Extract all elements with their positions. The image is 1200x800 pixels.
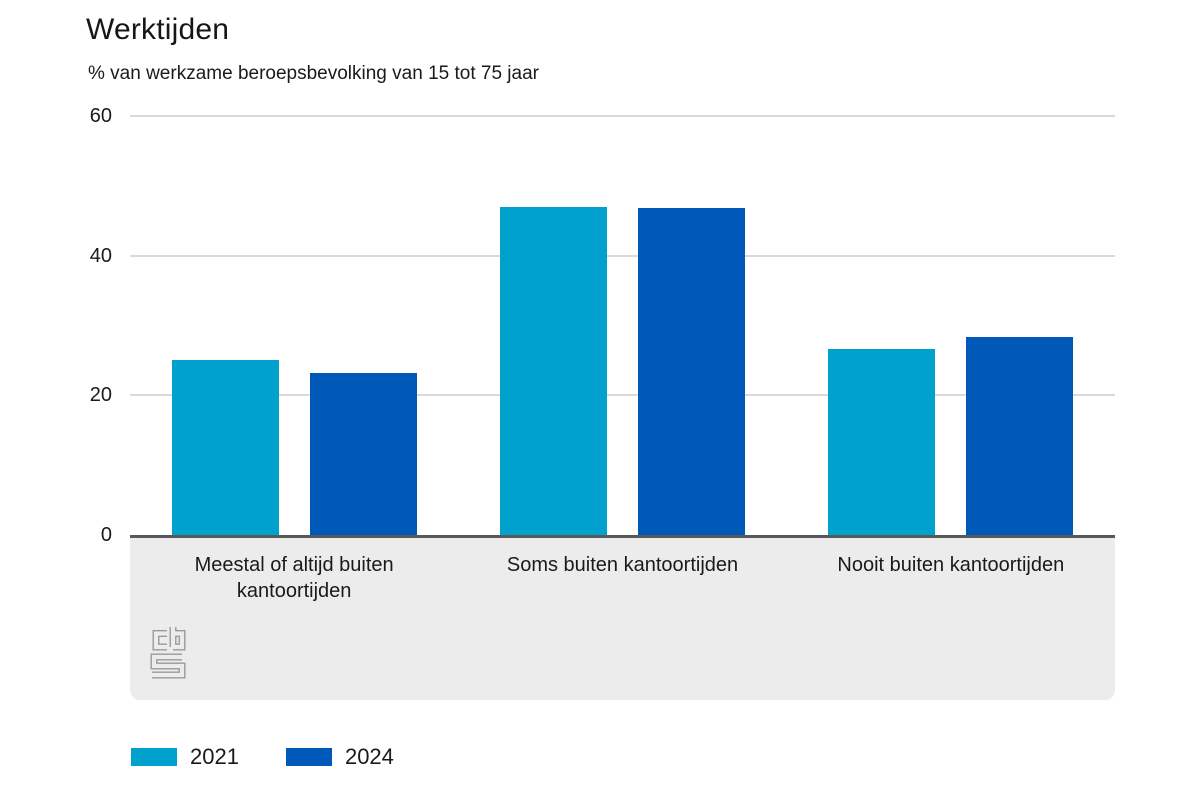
category-label-2: Soms buiten kantoortijden [506,554,739,576]
legend-label-2021: 2021 [190,744,239,769]
y-axis-tick-60: 60 [89,105,112,127]
bar-2024-category-2[interactable] [638,208,745,535]
legend-label-2024: 2024 [344,744,394,769]
legend-item-2024[interactable]: 2024 [285,744,394,769]
category-label-3: Nooit buiten kantoortijden [837,554,1065,576]
bar-2024-category-3[interactable] [966,336,1074,535]
category-label-1: Meestal of altijd buiten kantoortijden [194,554,394,602]
bar-2024-category-1[interactable] [309,372,417,535]
bar-2021-category-2[interactable] [500,206,607,535]
gridline-20 [130,394,1115,397]
cbs-logo-icon [150,627,186,679]
y-axis-tick-20: 20 [89,384,112,407]
y-axis-tick-40: 40 [89,244,112,267]
plot-panel [130,538,1115,700]
gridline-60 [130,115,1115,117]
gridline-40 [130,254,1115,257]
bar-2021-category-1[interactable] [171,360,279,535]
bar-2021-category-3[interactable] [828,349,936,535]
y-axis-tick-0: 0 [100,524,112,546]
chart-title: Werktijden [86,13,230,46]
x-axis-line [130,535,1115,538]
legend-item-2021[interactable]: 2021 [131,745,239,769]
legend: 2021 2024 [131,744,441,770]
legend-swatch-2021 [131,748,177,766]
legend-swatch-2024 [285,748,332,766]
chart-subtitle: % van werkzame beroepsbevolking van 15 t… [88,63,539,84]
